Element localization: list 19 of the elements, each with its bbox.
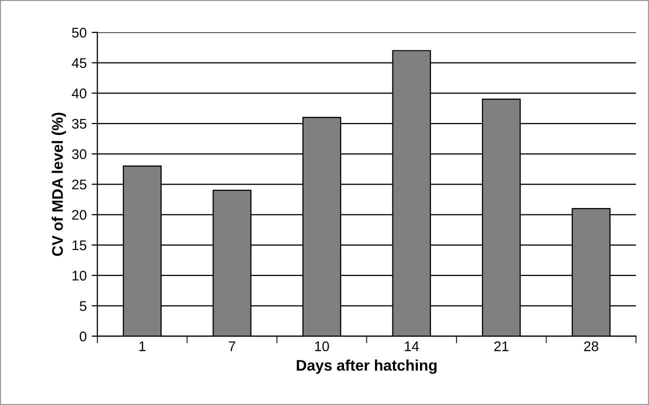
x-tick-label: 1 [139,342,146,352]
y-tick-label: 30 [72,149,86,160]
x-tick-label: 14 [404,342,419,352]
y-tick-label: 50 [72,28,86,38]
y-axis-title: CV of MDA level (%) [52,112,66,256]
y-tick-label: 0 [80,331,86,342]
y-tick-label: 25 [72,180,86,190]
x-tick-label: 28 [584,341,598,352]
y-tick-label: 10 [72,270,86,281]
y-tick-label: 15 [72,240,86,250]
x-tick-label: 7 [228,342,236,352]
y-tick-label: 35 [72,118,86,129]
x-tick-label: 10 [315,341,329,352]
x-tick-label: 21 [494,341,508,352]
y-tick-label: 5 [80,301,86,311]
y-tick-label: 40 [72,88,86,98]
y-tick-label: 45 [72,58,86,68]
x-axis-title: Days after hatching [296,360,437,374]
y-tick-label: 20 [72,210,86,220]
